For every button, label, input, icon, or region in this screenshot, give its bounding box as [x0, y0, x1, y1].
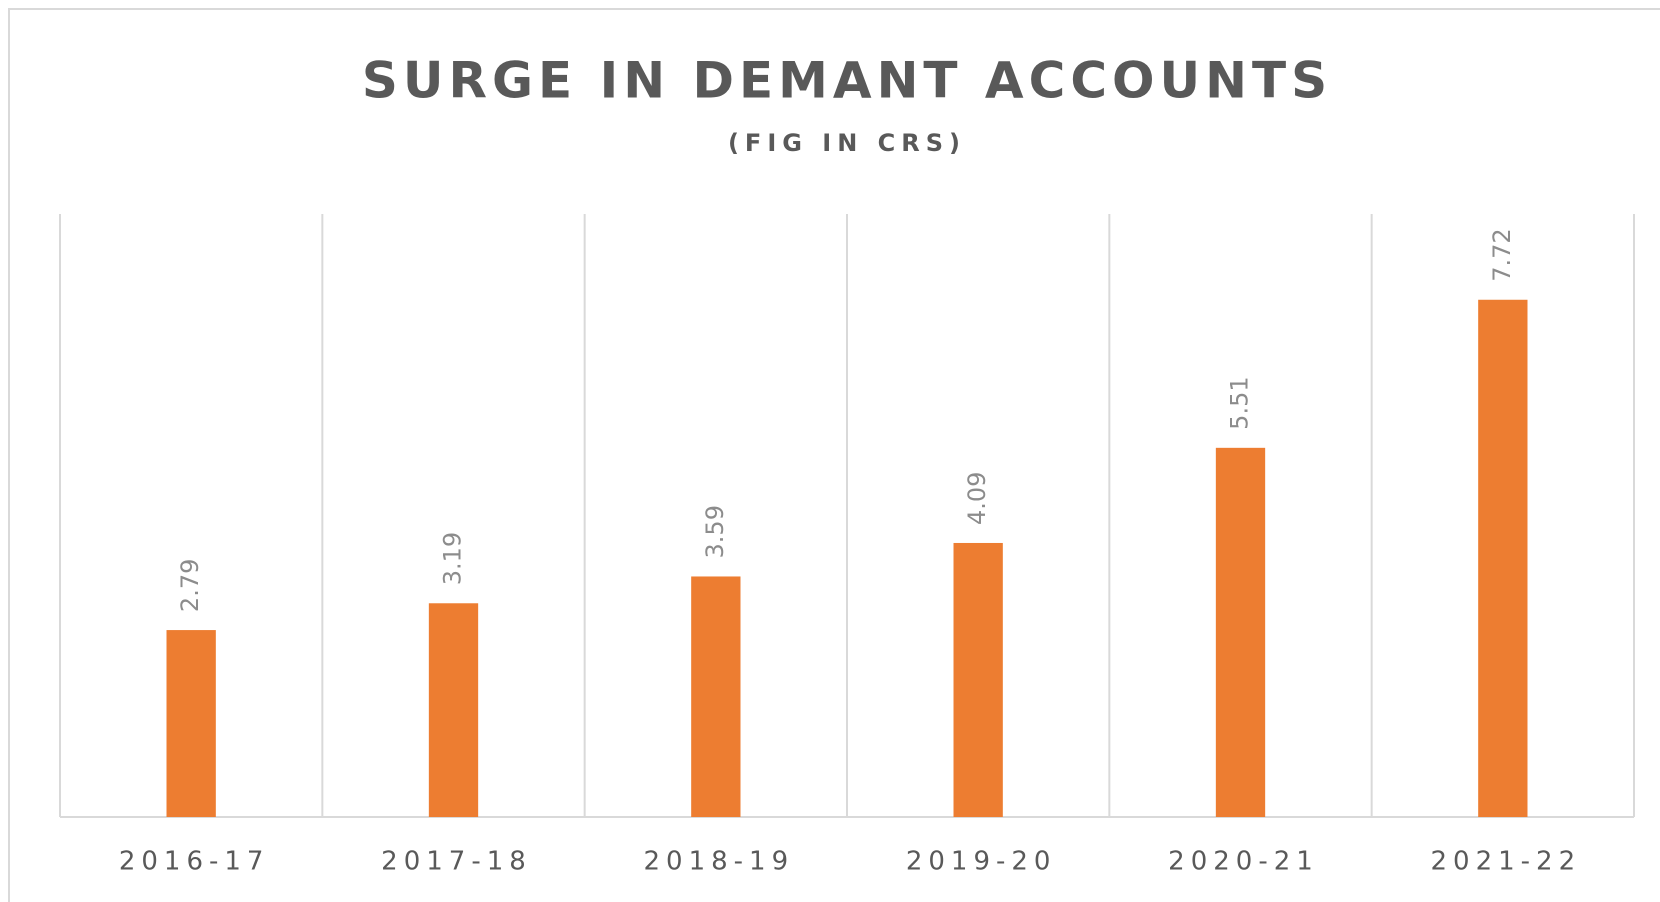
x-tick-label: 2016-17: [119, 847, 270, 877]
data-label: 3.19: [439, 532, 467, 585]
bar: [1215, 447, 1266, 817]
bar: [428, 603, 479, 817]
data-label: 2.79: [176, 559, 204, 612]
x-tick-label: 2017-18: [381, 847, 532, 877]
data-label: 7.72: [1488, 228, 1516, 281]
bar: [166, 630, 216, 817]
x-tick-label: 2018-19: [644, 847, 795, 877]
bar: [953, 542, 1003, 817]
chart-title: SURGE IN DEMANT ACCOUNTS: [362, 52, 1332, 110]
bar: [691, 576, 741, 817]
data-label: 4.09: [963, 472, 991, 525]
x-tick-label: 2020-21: [1168, 847, 1319, 877]
bar: [1478, 299, 1528, 817]
chart-subtitle: (FIG IN CRS): [728, 129, 966, 157]
data-label: 3.59: [701, 505, 729, 558]
x-tick-label: 2021-22: [1431, 847, 1582, 877]
x-tick-label: 2019-20: [906, 847, 1057, 877]
data-label: 5.51: [1226, 376, 1254, 429]
chart-border: [8, 8, 1660, 902]
